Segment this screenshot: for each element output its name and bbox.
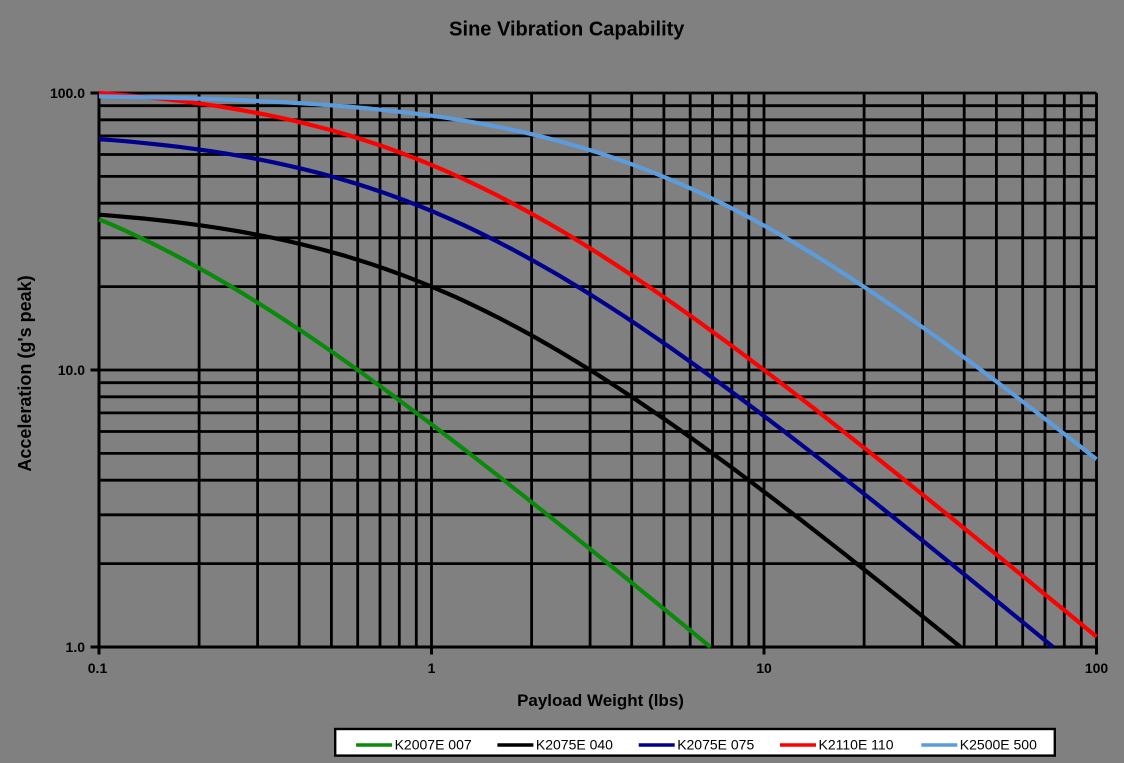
svg-text:Payload Weight (lbs): Payload Weight (lbs) [517, 691, 684, 710]
svg-text:1.0: 1.0 [66, 639, 86, 655]
svg-text:Acceleration (g's peak): Acceleration (g's peak) [15, 275, 35, 471]
svg-text:10.0: 10.0 [58, 362, 85, 378]
svg-text:100.0: 100.0 [50, 85, 85, 101]
svg-text:K2007E 007: K2007E 007 [395, 737, 472, 753]
svg-text:10: 10 [756, 660, 772, 676]
svg-text:1: 1 [428, 660, 436, 676]
svg-text:0.1: 0.1 [88, 660, 108, 676]
svg-text:K2500E 500: K2500E 500 [960, 737, 1037, 753]
svg-text:100: 100 [1085, 660, 1109, 676]
svg-text:K2075E 040: K2075E 040 [536, 737, 613, 753]
svg-text:K2075E 075: K2075E 075 [677, 737, 754, 753]
svg-text:Sine Vibration Capability: Sine Vibration Capability [449, 18, 685, 40]
svg-text:K2110E 110: K2110E 110 [819, 737, 894, 753]
